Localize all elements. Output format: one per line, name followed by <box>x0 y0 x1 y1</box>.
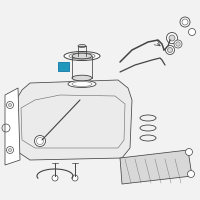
Polygon shape <box>5 88 20 165</box>
Circle shape <box>180 17 190 27</box>
Circle shape <box>166 32 178 44</box>
Circle shape <box>52 175 58 181</box>
Circle shape <box>176 42 180 46</box>
Circle shape <box>166 46 174 54</box>
Polygon shape <box>16 80 132 160</box>
Circle shape <box>186 148 192 156</box>
FancyBboxPatch shape <box>58 62 69 71</box>
Circle shape <box>188 170 194 178</box>
Ellipse shape <box>78 45 86 47</box>
Circle shape <box>8 104 12 106</box>
Circle shape <box>8 148 12 152</box>
Circle shape <box>174 40 182 48</box>
Ellipse shape <box>68 80 96 88</box>
Ellipse shape <box>72 53 92 59</box>
Ellipse shape <box>64 51 100 60</box>
Circle shape <box>169 35 175 41</box>
Circle shape <box>72 175 78 181</box>
Ellipse shape <box>72 75 92 81</box>
Polygon shape <box>120 150 192 184</box>
Circle shape <box>168 47 172 52</box>
Circle shape <box>35 136 46 146</box>
Circle shape <box>188 28 196 36</box>
